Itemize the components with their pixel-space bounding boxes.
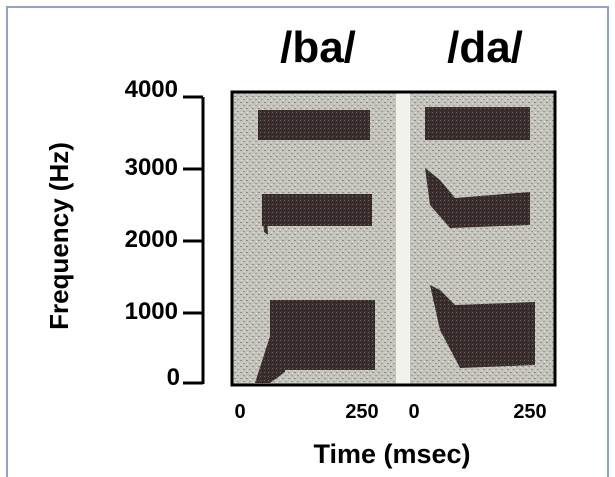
y-tick-label: 2000 <box>125 226 178 253</box>
y-tick-label: 3000 <box>125 154 178 181</box>
y-axis-title: Frequency (Hz) <box>44 142 74 330</box>
x-tick-label: 250 <box>345 401 378 423</box>
x-tick-label: 0 <box>234 401 245 423</box>
x-tick-label: 250 <box>513 401 546 423</box>
y-tick-label: 0 <box>167 364 180 391</box>
frame <box>6 6 609 477</box>
x-axis-title: Time (msec) <box>313 439 470 469</box>
x-tick-label: 0 <box>408 401 419 423</box>
y-tick-label: 4000 <box>125 76 178 103</box>
title-da: /da/ <box>447 23 523 72</box>
y-ticks <box>183 95 203 385</box>
title-ba: /ba/ <box>280 23 356 72</box>
y-tick-label: 1000 <box>125 298 178 325</box>
spectrogram <box>230 90 557 387</box>
